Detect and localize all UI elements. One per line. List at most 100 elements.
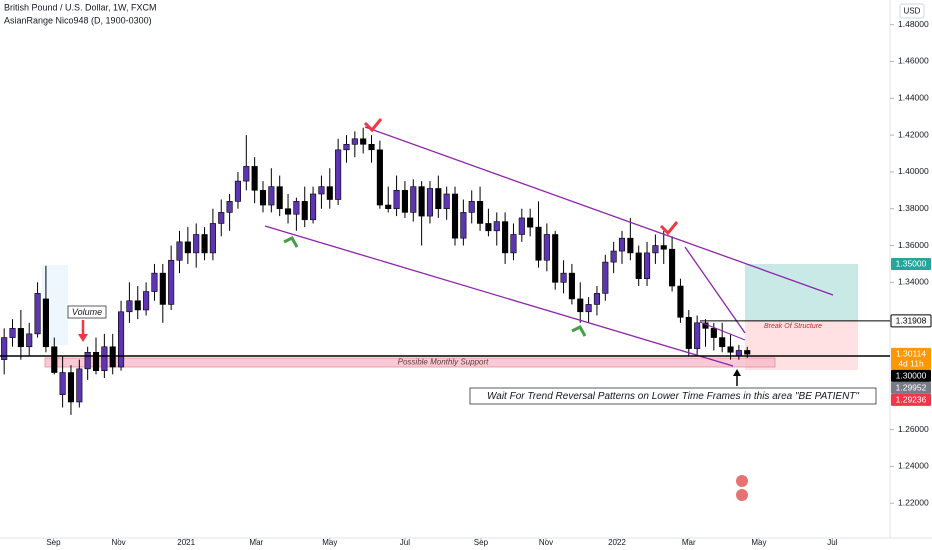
arrow-head [78,334,88,342]
candle-body [76,368,83,403]
candle-body [335,149,342,200]
candle-body [460,212,467,239]
x-tick-label: Sep [46,538,61,547]
candle-body [552,234,559,283]
candle-body [735,350,742,357]
candle-body [660,245,667,250]
candle-body [535,226,542,261]
x-tick-label: Nov [111,538,125,547]
price-tag-label: 1.29952 [896,383,927,393]
candle-body [502,221,509,254]
x-tick-label: Nov [539,538,553,547]
currency[interactable]: USD [904,7,921,16]
candle-body [527,217,534,228]
y-tick-label: 1.24000 [898,461,929,471]
trendline [699,321,746,341]
y-tick-label: 1.34000 [898,277,929,287]
candle-body [560,272,567,283]
candle-body [727,346,734,353]
note: Break Of Structure [764,323,822,330]
candle-body [643,252,651,279]
support-zone [44,357,776,368]
candle-body [268,186,275,206]
candle-body [9,328,16,338]
candle-body [326,186,333,200]
candle-body [627,237,634,254]
candle-body [184,241,191,254]
candle-body [593,293,601,305]
candle-body [34,293,41,335]
candle-body [385,204,392,210]
target-zone [745,264,858,321]
x-tick-label: Mar [249,538,263,547]
chart-title: British Pound / U.S. Dollar, 1W, FXCM [4,2,157,12]
price-tag-label: 1.31908 [896,316,927,326]
candle-body [1,337,8,360]
x-tick-label: 2021 [177,538,195,547]
candle-body [284,208,292,215]
candle-body [310,193,317,221]
candle-body [401,190,408,213]
candle-body [585,304,592,313]
candle-body [510,234,517,254]
candle-body [151,272,158,292]
price-tag-label: 1.30114 [896,349,926,359]
x-tick-label: May [751,538,766,547]
price-tag-label: 1.35000 [896,259,927,269]
candle-body [126,300,133,313]
note-box [469,387,877,405]
currency-badge[interactable] [899,3,925,19]
y-tick-label: 1.40000 [898,166,929,176]
candle-body [134,300,141,311]
candle-body [226,201,233,213]
candle-body [719,337,726,348]
note-box [67,305,107,319]
candle-body [118,311,125,368]
top-mark [363,118,383,133]
candle-body [343,144,350,151]
candle-body [635,252,642,279]
plot [1,127,751,415]
candle-body [543,234,550,261]
y-tick-label: 1.26000 [898,424,929,434]
candle-body [518,217,525,235]
candle-body [368,144,375,151]
candle-body [610,250,617,263]
y-tick-label: 1.36000 [898,240,929,250]
price-tag [890,314,932,328]
candle-body [451,193,459,239]
candle-body [193,234,200,254]
candle-body [92,351,100,371]
candle-body [602,261,609,294]
trendline [684,246,746,334]
candle-body [568,272,575,300]
candle-body [259,190,267,206]
candle-body [618,237,626,252]
candle-body [694,322,701,349]
x-tick-label: Sep [474,538,489,547]
candle-body [109,346,116,368]
event-icon [736,489,748,501]
candle-body [418,186,425,217]
chart-subtitle: AsianRange Nico948 (D, 1900-0300) [4,15,152,25]
y-tick-label: 1.48000 [898,19,929,29]
candle-body [251,166,258,191]
x-tick-label: Mar [682,538,696,547]
note: Wait For Trend Reversal Patterns on Lowe… [487,391,859,402]
candle-body [485,223,492,232]
candle-body [685,317,692,349]
candle-body [468,201,475,213]
candle-body [710,328,717,338]
event-icon [736,475,748,487]
candle-body [577,298,584,313]
candle-body [351,138,358,145]
candle-body [276,186,283,210]
candle-body [209,223,216,254]
price-tag-label: 1.29236 [896,395,927,405]
x-tick-label: Jul [400,538,410,547]
candle-body [677,285,684,318]
candle-body [168,259,175,305]
candle-body [360,138,367,145]
countdown: 4d 11h [898,359,924,369]
candle-body [410,186,417,213]
